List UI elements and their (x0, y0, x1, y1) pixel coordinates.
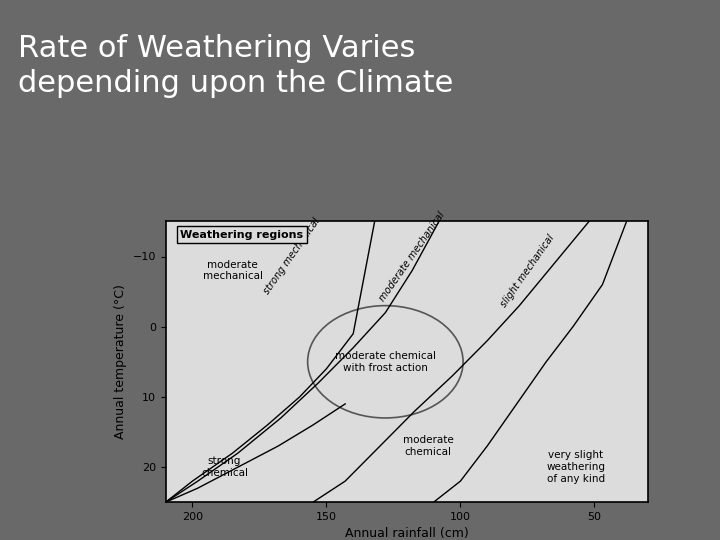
Text: moderate mechanical: moderate mechanical (377, 210, 447, 303)
Text: strong
chemical: strong chemical (201, 456, 248, 478)
Text: strong mechanical: strong mechanical (261, 217, 322, 296)
Y-axis label: Annual temperature (°C): Annual temperature (°C) (114, 285, 127, 439)
X-axis label: Annual rainfall (cm): Annual rainfall (cm) (345, 528, 469, 540)
Text: moderate chemical
with frost action: moderate chemical with frost action (335, 351, 436, 373)
Text: Rate of Weathering Varies
depending upon the Climate: Rate of Weathering Varies depending upon… (18, 34, 454, 98)
Text: moderate
mechanical: moderate mechanical (202, 260, 263, 281)
Text: slight mechanical: slight mechanical (499, 232, 556, 309)
Text: moderate
chemical: moderate chemical (403, 435, 454, 457)
Text: Weathering regions: Weathering regions (180, 230, 303, 240)
Text: very slight
weathering
of any kind: very slight weathering of any kind (546, 450, 605, 484)
